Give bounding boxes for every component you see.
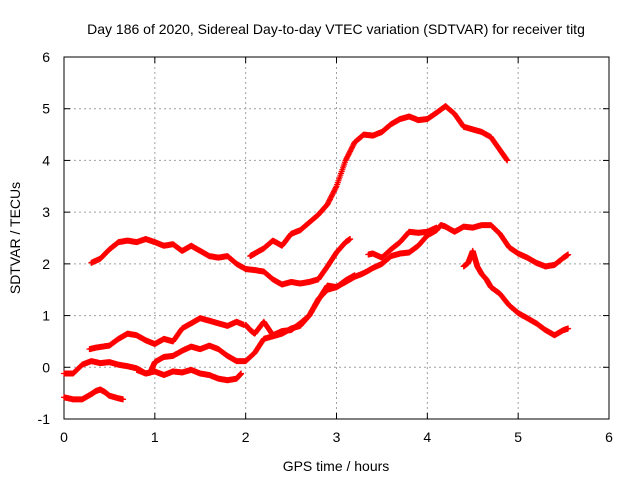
series-track-g	[242, 272, 358, 339]
y-tick-label: 2	[42, 256, 50, 272]
series-track-d	[88, 236, 354, 288]
y-tick-label: 3	[42, 204, 50, 220]
y-tick-label: 1	[42, 308, 50, 324]
series-marker-path	[365, 224, 440, 261]
series-track-i	[460, 247, 572, 339]
series-marker-path	[242, 272, 358, 339]
x-tick-label: 6	[605, 429, 613, 445]
series-marker-path	[86, 315, 247, 353]
series-track-f	[247, 103, 511, 260]
x-tick-label: 0	[60, 429, 68, 445]
x-tick-label: 5	[514, 429, 522, 445]
y-tick-label: -1	[38, 411, 51, 427]
series-marker-path	[247, 103, 511, 260]
x-tick-label: 3	[333, 429, 341, 445]
series-track-e	[133, 366, 245, 384]
y-tick-label: 6	[42, 49, 50, 65]
series-track-a	[61, 386, 127, 403]
y-tick-label: 0	[42, 359, 50, 375]
chart-title: Day 186 of 2020, Sidereal Day-to-day VTE…	[87, 21, 585, 37]
y-axis-label: SDTVAR / TECUs	[7, 182, 23, 294]
x-tick-label: 2	[242, 429, 250, 445]
y-tick-label: 5	[42, 101, 50, 117]
x-tick-label: 4	[423, 429, 431, 445]
y-tick-label: 4	[42, 152, 50, 168]
series-marker-path	[460, 247, 572, 339]
x-tick-label: 1	[151, 429, 159, 445]
series-marker-path	[61, 386, 127, 403]
x-axis-label: GPS time / hours	[283, 458, 390, 474]
series-track-c	[86, 315, 247, 353]
series-marker-path	[133, 366, 245, 384]
series-marker-path	[88, 236, 354, 288]
series-track-h	[365, 224, 440, 261]
